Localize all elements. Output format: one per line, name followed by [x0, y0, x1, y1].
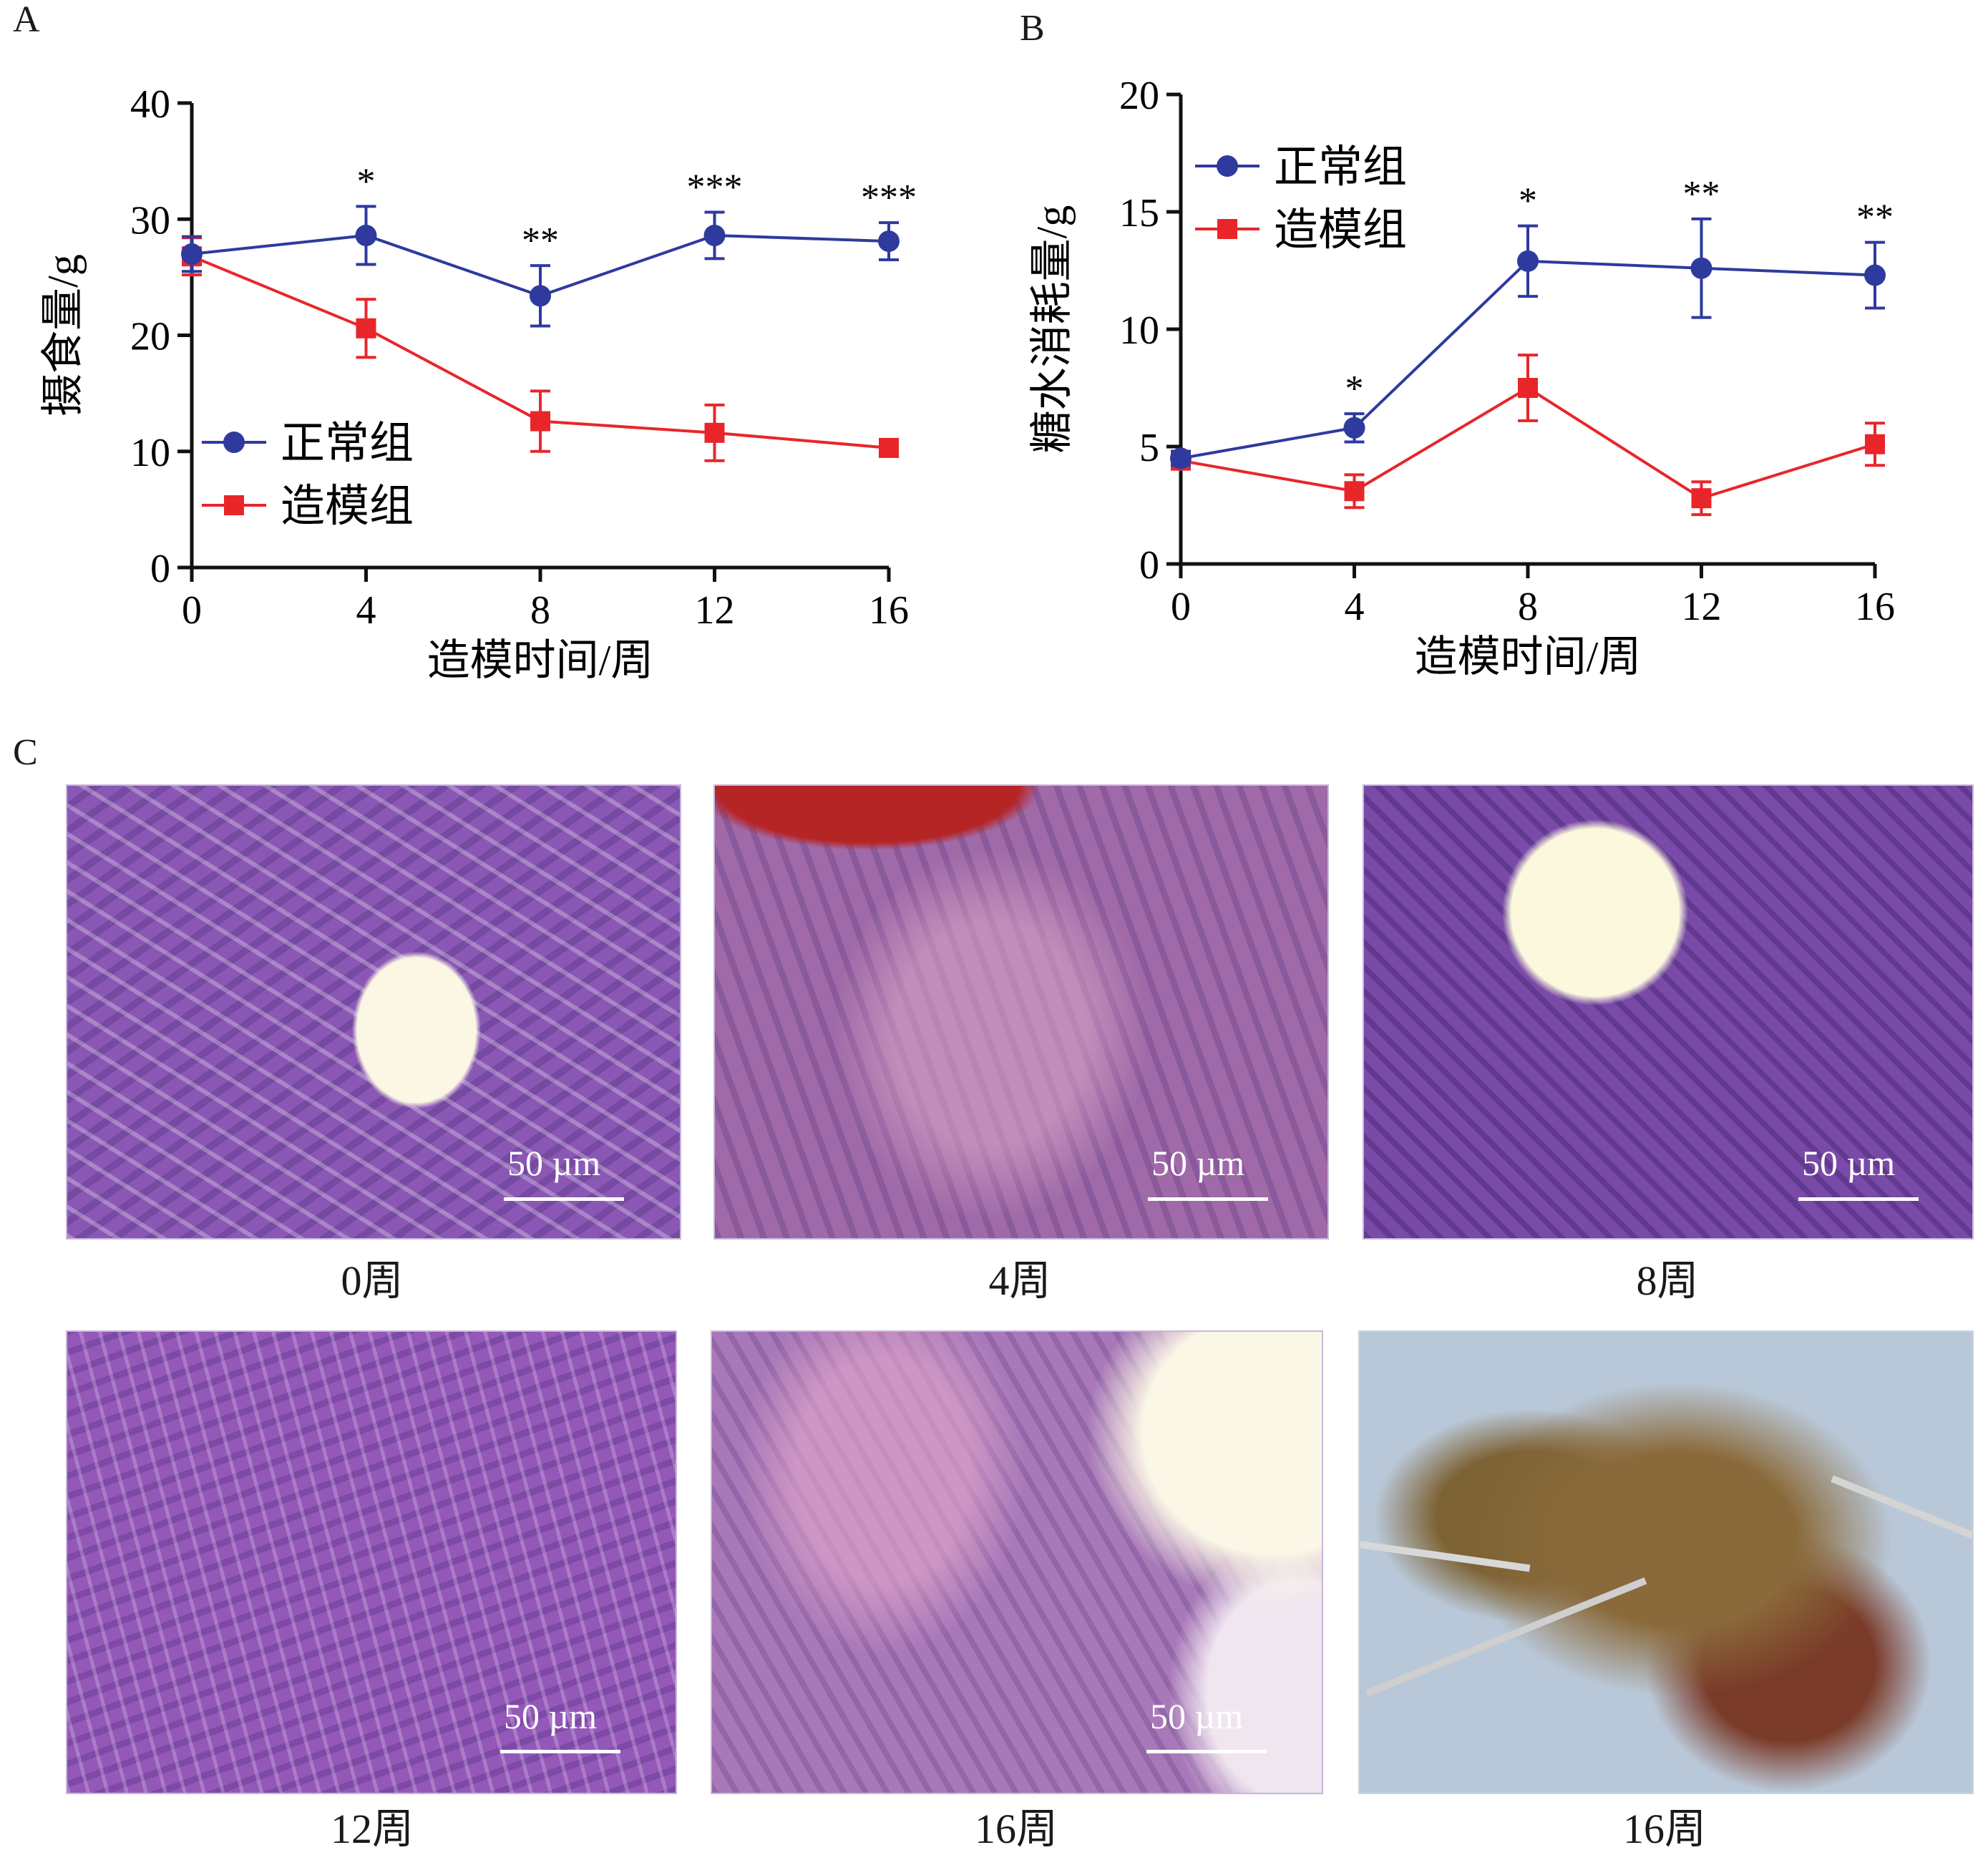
forceps-left [1360, 1541, 1531, 1572]
image-caption: 8周 [1636, 1257, 1699, 1304]
data-point [181, 243, 203, 265]
data-point [1691, 488, 1712, 509]
data-point [356, 318, 376, 339]
significance-label: ** [522, 220, 559, 261]
panel-label-c: C [13, 732, 38, 773]
y-tick-label: 5 [1139, 426, 1159, 470]
data-point [1517, 250, 1539, 272]
legend-label: 正常组 [281, 419, 414, 468]
he-stain-week-12: 50 µm [66, 1330, 677, 1794]
he-stain-week-8: 50 µm [1363, 784, 1974, 1240]
data-point [1864, 264, 1886, 286]
scale-bar [1146, 1750, 1267, 1753]
x-axis-title: 造模时间/周 [427, 637, 654, 684]
image-caption: 0周 [341, 1257, 404, 1304]
scale-label: 50 µm [1151, 1143, 1245, 1183]
forceps-lower [1365, 1577, 1647, 1697]
x-tick-label: 0 [182, 588, 202, 633]
significance-label: * [357, 161, 376, 202]
x-tick-label: 0 [1171, 585, 1191, 629]
scale-label: 50 µm [504, 1696, 598, 1736]
data-point [703, 224, 726, 246]
y-tick-label: 15 [1119, 191, 1159, 235]
scale-bar [1798, 1197, 1919, 1201]
scale-bar [500, 1750, 620, 1753]
data-point [1690, 257, 1712, 279]
y-tick-label: 20 [1119, 74, 1159, 118]
panel-label-a: A [13, 0, 40, 40]
data-point [879, 437, 899, 458]
scale-bar [504, 1197, 624, 1201]
image-caption: 12周 [330, 1806, 414, 1852]
data-point [1865, 434, 1885, 454]
legend-label: 造模组 [281, 482, 414, 531]
he-stain-week-4: 50 µm [713, 784, 1329, 1240]
scale-label: 50 µm [1802, 1143, 1896, 1183]
data-point [1344, 481, 1365, 502]
legend-label: 正常组 [1274, 143, 1407, 192]
x-tick-label: 4 [1345, 585, 1365, 629]
significance-label: *** [687, 167, 743, 208]
scale-label: 50 µm [1150, 1696, 1244, 1736]
x-tick-label: 8 [530, 588, 550, 633]
x-tick-label: 16 [1855, 585, 1895, 629]
data-point [1170, 447, 1192, 469]
data-point [355, 224, 377, 246]
data-point [1343, 417, 1365, 439]
significance-label: *** [861, 177, 917, 218]
panel-label-b: B [1020, 8, 1045, 49]
he-stain-week-16: 50 µm [711, 1330, 1323, 1794]
data-point [878, 230, 900, 253]
x-tick-label: 16 [869, 588, 909, 633]
x-tick-label: 12 [1682, 585, 1722, 629]
he-stain-week-0: 50 µm [66, 784, 681, 1240]
significance-label: ** [1683, 174, 1720, 215]
image-caption: 4周 [988, 1257, 1051, 1304]
data-point [530, 411, 550, 432]
legend-marker [1217, 155, 1238, 177]
y-tick-label: 20 [130, 315, 170, 359]
data-point [1518, 378, 1538, 398]
data-point [704, 422, 725, 443]
legend-marker [224, 495, 244, 515]
liver-specimen-photo [1358, 1330, 1974, 1794]
y-tick-label: 40 [130, 82, 170, 127]
scale-label: 50 µm [507, 1143, 601, 1183]
y-axis-title: 糖水消耗量/g [1028, 205, 1076, 454]
x-tick-label: 12 [695, 588, 735, 633]
legend-marker [1217, 219, 1237, 239]
y-tick-label: 10 [130, 431, 170, 475]
significance-label: * [1519, 181, 1537, 222]
image-caption: 16周 [974, 1806, 1058, 1852]
image-caption: 16周 [1622, 1806, 1706, 1852]
scale-bar [1148, 1197, 1268, 1201]
y-axis-title: 摄食量/g [39, 254, 87, 417]
forceps-right [1831, 1475, 1972, 1547]
data-point [530, 285, 551, 307]
y-tick-label: 30 [130, 198, 170, 243]
legend-marker [223, 432, 245, 453]
y-tick-label: 0 [1139, 543, 1159, 588]
x-tick-label: 4 [356, 588, 376, 633]
y-tick-label: 10 [1119, 308, 1159, 353]
significance-label: ** [1856, 198, 1894, 238]
y-tick-label: 0 [150, 547, 170, 591]
x-axis-title: 造模时间/周 [1415, 633, 1642, 681]
legend-label: 造模组 [1274, 206, 1407, 255]
x-tick-label: 8 [1518, 585, 1538, 629]
significance-label: * [1345, 369, 1364, 409]
